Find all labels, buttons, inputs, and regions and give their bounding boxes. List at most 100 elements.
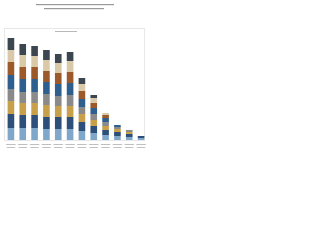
category-label-illegible: [18, 144, 28, 145]
category-label-illegible: [30, 147, 39, 148]
bar-segment: [54, 54, 62, 63]
bar-segment: [7, 38, 15, 50]
title-text-illegible: [36, 4, 114, 6]
bar-segment: [19, 115, 27, 128]
bar-segment: [137, 138, 145, 140]
bar-segment: [66, 129, 74, 140]
bar-segment: [31, 56, 38, 67]
bar-segment: [78, 114, 86, 122]
bar-segment: [102, 115, 109, 118]
bar-segment: [43, 82, 50, 94]
bar-segment: [31, 67, 38, 79]
category-label-illegible: [113, 147, 122, 148]
bar-segment: [7, 62, 15, 75]
category-label-illegible: [53, 144, 63, 145]
bar-segment: [102, 122, 109, 126]
bar-segment: [114, 125, 121, 127]
bar-segment: [43, 50, 50, 60]
bar-segment: [66, 52, 74, 61]
bar-segment: [54, 129, 62, 140]
chart: [0, 0, 149, 198]
category-label-illegible: [54, 147, 63, 148]
bar-segment: [78, 99, 86, 107]
bar-segment: [31, 46, 38, 56]
bar-segment: [114, 129, 121, 132]
bar-segment: [78, 91, 86, 99]
bar-segment: [90, 95, 98, 98]
plot-frame: [4, 28, 145, 141]
category-label-illegible: [112, 144, 123, 145]
category-label-illegible: [100, 144, 111, 145]
bar-segment: [7, 50, 15, 62]
category-label-illegible: [42, 147, 51, 148]
bar-segment: [7, 128, 15, 140]
category-label-illegible: [6, 144, 16, 145]
bar-segment: [43, 117, 50, 129]
bar-segment: [90, 114, 98, 120]
bar-segment: [31, 103, 38, 115]
bar-segment: [66, 106, 74, 117]
bar-segment: [54, 106, 62, 117]
bar-segment: [125, 134, 133, 137]
category-label-illegible: [136, 144, 146, 145]
bar-segment: [43, 60, 50, 71]
bar-segment: [54, 63, 62, 73]
bar-segment: [66, 61, 74, 72]
bar-segment: [19, 128, 27, 140]
subtitle-text-illegible: [44, 8, 104, 10]
bar-segment: [114, 136, 121, 140]
category-label-illegible: [6, 147, 16, 148]
bar-segment: [7, 114, 15, 128]
bar-segment: [102, 126, 109, 130]
bar-segment: [102, 130, 109, 135]
category-label-illegible: [18, 147, 27, 148]
category-label-illegible: [89, 144, 99, 145]
bar-segment: [43, 105, 50, 117]
bar-segment: [78, 131, 86, 140]
bar-segment: [19, 67, 27, 79]
bar-segment: [114, 132, 121, 136]
category-label-illegible: [29, 144, 40, 145]
category-label-illegible: [65, 144, 75, 145]
bar-segment: [102, 135, 109, 140]
bar-segment: [54, 96, 62, 106]
bar-segment: [19, 103, 27, 115]
bar-segment: [31, 92, 38, 103]
bar-segment: [43, 71, 50, 82]
plot-caption-illegible: [55, 31, 77, 32]
bar-segment: [54, 73, 62, 84]
bar-segment: [125, 130, 133, 132]
bar-segment: [54, 84, 62, 96]
bar-segment: [7, 89, 15, 101]
bar-segment: [90, 98, 98, 103]
category-label-illegible: [77, 144, 87, 145]
bar-segment: [19, 92, 27, 103]
bar-segment: [114, 127, 121, 129]
bar-segment: [31, 79, 38, 92]
bar-segment: [66, 83, 74, 95]
bar-segment: [66, 72, 74, 83]
bar-segment: [78, 122, 86, 131]
category-label-illegible: [136, 147, 146, 148]
category-label-illegible: [41, 144, 52, 145]
bar-segment: [90, 133, 98, 140]
bar-segment: [125, 132, 133, 134]
category-label-illegible: [125, 147, 134, 148]
bar-segment: [43, 129, 50, 140]
bar-segment: [125, 137, 133, 140]
bar-segment: [137, 136, 145, 138]
bar-segment: [19, 79, 27, 92]
bar-segment: [19, 44, 27, 55]
category-label-illegible: [77, 147, 87, 148]
bar-segment: [78, 107, 86, 114]
category-label-illegible: [89, 147, 98, 148]
bar-segment: [78, 84, 86, 91]
bar-segment: [43, 94, 50, 105]
category-label-illegible: [101, 147, 110, 148]
bar-segment: [7, 101, 15, 114]
bar-segment: [90, 126, 98, 133]
bar-segment: [66, 117, 74, 129]
bar-segment: [78, 78, 86, 84]
bar-segment: [7, 75, 15, 89]
bar-segment: [90, 108, 98, 114]
